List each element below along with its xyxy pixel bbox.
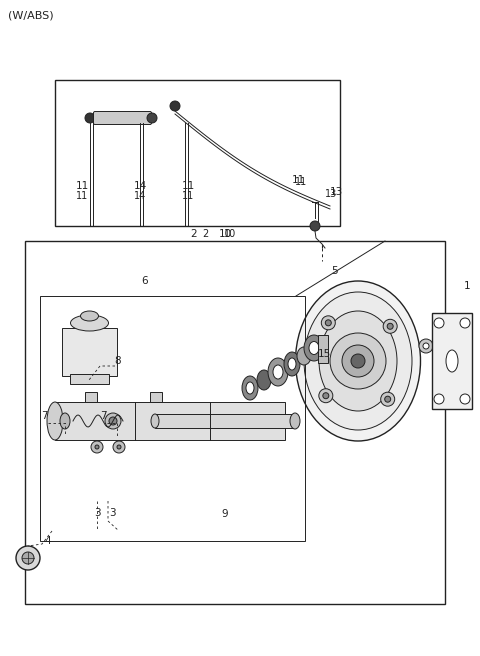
Circle shape	[16, 546, 40, 570]
Ellipse shape	[297, 347, 311, 365]
Text: 10: 10	[224, 229, 236, 239]
Ellipse shape	[296, 281, 420, 441]
Bar	[62, 328, 117, 376]
Circle shape	[381, 392, 395, 406]
Ellipse shape	[309, 342, 319, 354]
Text: 4: 4	[45, 536, 51, 546]
Text: 10: 10	[218, 229, 231, 239]
Circle shape	[460, 318, 470, 328]
Ellipse shape	[290, 413, 300, 429]
Circle shape	[330, 333, 386, 389]
Circle shape	[310, 221, 320, 231]
Text: 11: 11	[182, 191, 194, 201]
Ellipse shape	[304, 335, 324, 361]
Text: (W/ABS): (W/ABS)	[8, 11, 54, 21]
Bar	[150, 392, 162, 402]
Bar	[155, 414, 295, 428]
Text: 3: 3	[108, 508, 115, 518]
Circle shape	[113, 441, 125, 453]
Text: 1: 1	[464, 281, 470, 291]
Text: 9: 9	[222, 509, 228, 519]
Text: 8: 8	[115, 356, 121, 366]
Ellipse shape	[71, 315, 108, 331]
Text: 14: 14	[134, 191, 146, 201]
Circle shape	[323, 393, 329, 399]
Circle shape	[85, 113, 95, 123]
Circle shape	[325, 320, 331, 326]
Ellipse shape	[288, 358, 296, 370]
Circle shape	[384, 396, 391, 402]
Ellipse shape	[60, 413, 70, 429]
Circle shape	[383, 319, 397, 333]
Ellipse shape	[446, 350, 458, 372]
Text: 11: 11	[295, 177, 307, 187]
Text: 11: 11	[75, 181, 89, 191]
Circle shape	[434, 318, 444, 328]
Circle shape	[105, 413, 121, 429]
Text: 2: 2	[191, 229, 197, 239]
Text: 15: 15	[318, 349, 331, 359]
Ellipse shape	[81, 311, 98, 321]
Bar	[318, 335, 328, 363]
Circle shape	[351, 354, 365, 368]
Text: 2: 2	[202, 229, 208, 239]
Bar	[40, 296, 305, 541]
Circle shape	[95, 445, 99, 449]
Ellipse shape	[151, 414, 159, 428]
Circle shape	[22, 552, 34, 564]
Circle shape	[91, 441, 103, 453]
Ellipse shape	[304, 292, 412, 430]
Text: 7: 7	[100, 411, 106, 421]
Text: 13: 13	[330, 187, 343, 197]
Text: 6: 6	[142, 276, 148, 286]
Text: 13: 13	[325, 189, 337, 199]
Text: 3: 3	[94, 508, 100, 518]
Text: 5: 5	[332, 266, 338, 276]
Circle shape	[419, 339, 433, 353]
Ellipse shape	[246, 382, 254, 394]
Ellipse shape	[273, 365, 283, 379]
FancyBboxPatch shape	[94, 112, 152, 125]
Circle shape	[319, 389, 333, 403]
Text: 11: 11	[291, 175, 305, 185]
Bar	[432, 313, 472, 409]
Bar	[55, 402, 285, 440]
Ellipse shape	[284, 352, 300, 376]
Text: 11: 11	[181, 181, 194, 191]
Circle shape	[434, 394, 444, 404]
Circle shape	[147, 113, 157, 123]
Bar	[55, 80, 340, 226]
Ellipse shape	[257, 370, 271, 390]
Ellipse shape	[242, 376, 258, 400]
Bar	[25, 241, 445, 604]
Circle shape	[109, 417, 117, 425]
Circle shape	[321, 316, 336, 330]
Text: 14: 14	[133, 181, 146, 191]
Text: 7: 7	[41, 411, 48, 421]
Ellipse shape	[319, 311, 397, 411]
Circle shape	[423, 343, 429, 349]
Ellipse shape	[47, 402, 63, 440]
Bar	[85, 392, 97, 402]
Circle shape	[387, 323, 393, 329]
Circle shape	[117, 445, 121, 449]
Ellipse shape	[268, 358, 288, 386]
Circle shape	[342, 345, 374, 377]
Circle shape	[460, 394, 470, 404]
Circle shape	[170, 101, 180, 111]
Bar	[70, 374, 109, 384]
Text: 11: 11	[76, 191, 88, 201]
